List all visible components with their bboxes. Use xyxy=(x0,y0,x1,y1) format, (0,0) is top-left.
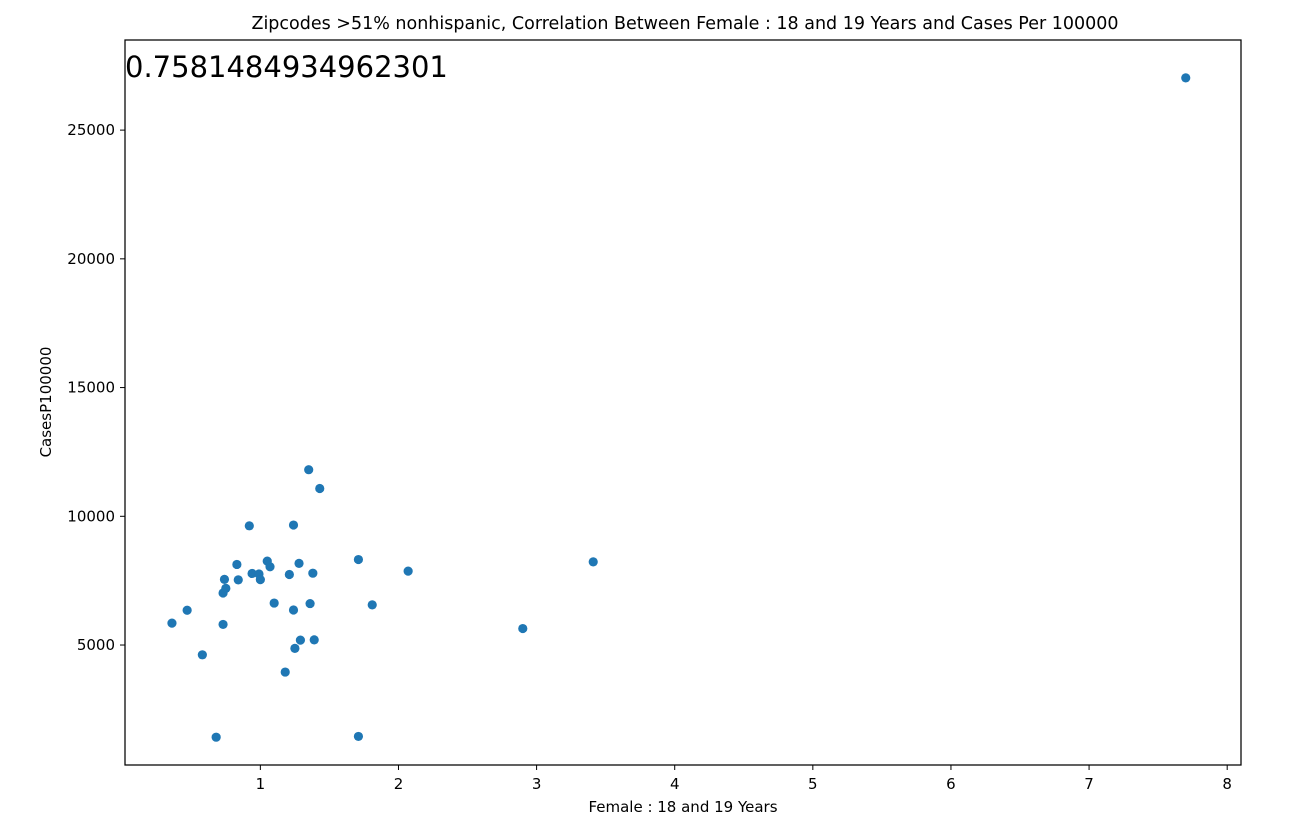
data-point-18 xyxy=(280,667,290,677)
data-point-3 xyxy=(197,650,207,660)
data-point-4 xyxy=(211,732,221,742)
data-point-9 xyxy=(232,559,242,570)
data-point-12 xyxy=(247,568,257,579)
x-tick-label-5: 5 xyxy=(808,775,818,793)
data-points xyxy=(167,73,1191,742)
data-point-26 xyxy=(305,598,315,609)
data-point-1 xyxy=(167,618,177,628)
data-point-22 xyxy=(290,643,300,653)
data-point-29 xyxy=(315,483,325,494)
y-axis-ticks: 5000 10000 15000 20000 25000 xyxy=(67,121,125,654)
data-point-35 xyxy=(588,557,598,567)
y-tick-label-2: 10000 xyxy=(67,507,115,525)
y-tick-label-4: 20000 xyxy=(67,250,115,268)
data-point-11 xyxy=(244,521,254,531)
data-point-6 xyxy=(218,619,228,630)
x-axis-ticks: 1 2 3 4 5 6 7 8 xyxy=(256,765,1232,793)
x-axis-label: Female : 18 and 19 Years xyxy=(588,798,777,816)
x-tick-label-3: 3 xyxy=(532,775,542,793)
x-tick-label-2: 2 xyxy=(394,775,404,793)
data-point-23 xyxy=(294,558,304,569)
data-point-30 xyxy=(353,554,364,565)
data-point-28 xyxy=(309,635,319,645)
data-point-34 xyxy=(518,623,528,634)
data-point-24 xyxy=(295,635,306,645)
x-tick-label-4: 4 xyxy=(670,775,680,793)
data-point-14 xyxy=(255,575,265,585)
data-point-7 xyxy=(219,574,230,584)
x-tick-label-6: 6 xyxy=(946,775,956,793)
data-point-31 xyxy=(353,731,364,742)
data-point-16 xyxy=(265,562,275,572)
data-point-21 xyxy=(288,520,299,530)
y-tick-label-5: 25000 xyxy=(67,121,115,139)
data-point-20 xyxy=(288,605,299,615)
data-point-36 xyxy=(1181,73,1191,83)
data-point-10 xyxy=(233,575,243,585)
x-tick-label-7: 7 xyxy=(1084,775,1094,793)
data-point-27 xyxy=(308,568,318,578)
data-point-17 xyxy=(269,598,279,608)
plot-frame xyxy=(124,39,1242,766)
y-tick-label-3: 15000 xyxy=(67,379,115,397)
data-point-8 xyxy=(221,583,231,593)
chart-title: Zipcodes >51% nonhispanic, Correlation B… xyxy=(251,14,1118,34)
x-tick-label-8: 8 xyxy=(1222,775,1232,793)
data-point-33 xyxy=(403,566,413,576)
x-tick-label-1: 1 xyxy=(256,775,266,793)
data-point-32 xyxy=(367,600,377,610)
y-axis-label: CasesP100000 xyxy=(37,347,55,458)
data-point-25 xyxy=(304,465,314,475)
y-tick-label-1: 5000 xyxy=(77,636,115,654)
correlation-annotation: 0.7581484934962301 xyxy=(125,50,448,84)
data-point-19 xyxy=(284,569,294,580)
data-point-2 xyxy=(182,605,192,615)
